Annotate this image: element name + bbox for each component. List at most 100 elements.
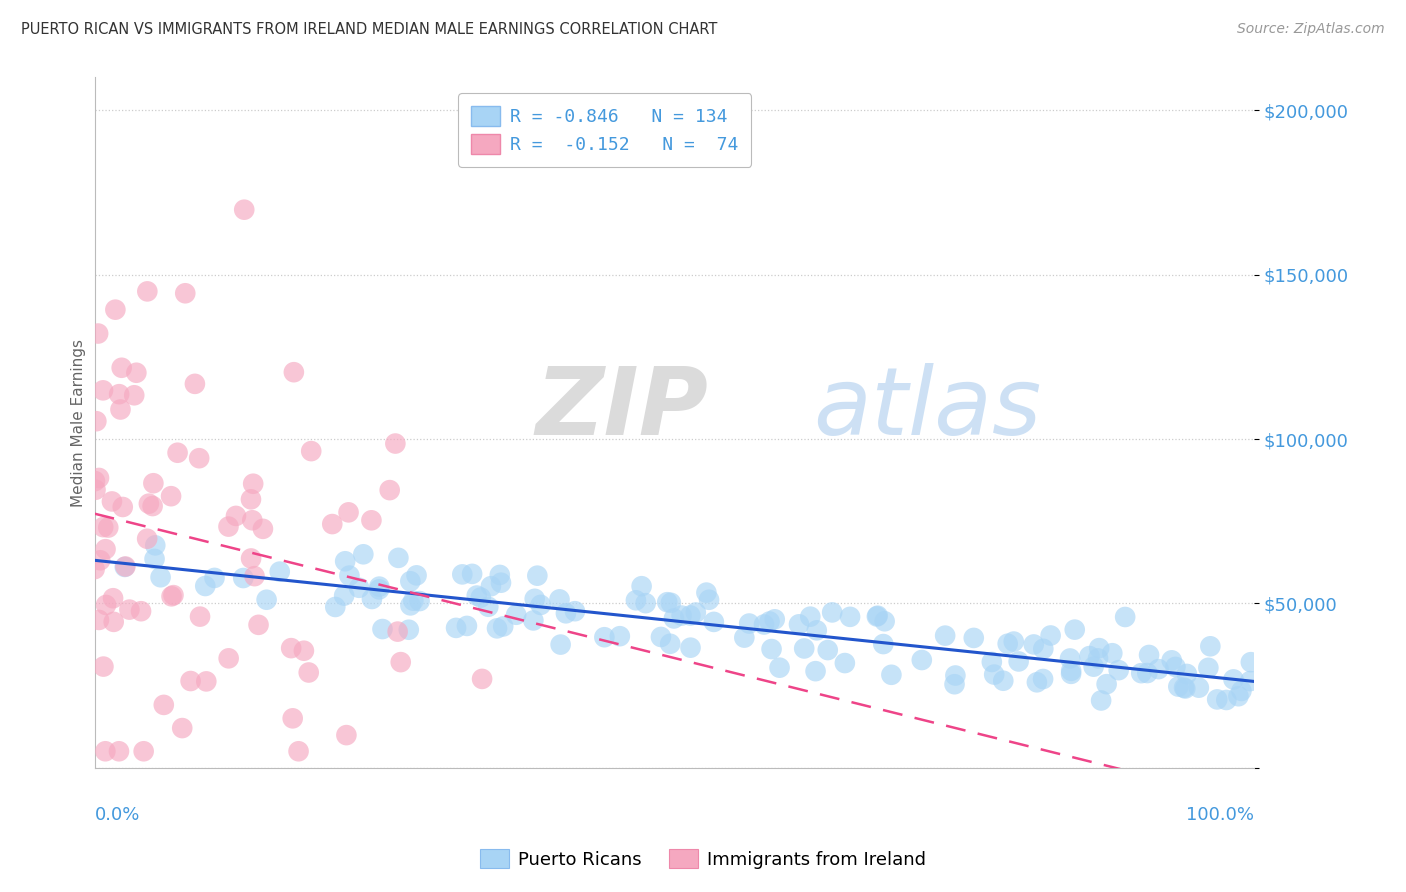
- Point: [799, 609, 821, 624]
- Point: [405, 568, 427, 582]
- Point: [1160, 653, 1182, 667]
- Point: [97, 520, 120, 534]
- Point: [880, 667, 903, 681]
- Point: [872, 637, 894, 651]
- Point: [787, 617, 810, 632]
- Point: [1002, 634, 1025, 648]
- Point: [287, 744, 309, 758]
- Point: [335, 728, 357, 742]
- Point: [152, 698, 174, 712]
- Point: [444, 621, 467, 635]
- Point: [360, 513, 382, 527]
- Point: [389, 655, 412, 669]
- Point: [695, 585, 717, 599]
- Point: [194, 579, 217, 593]
- Point: [142, 499, 165, 513]
- Point: [662, 611, 685, 625]
- Point: [1173, 681, 1195, 695]
- Point: [523, 591, 546, 606]
- Point: [679, 640, 702, 655]
- Point: [492, 619, 515, 633]
- Y-axis label: Median Male Earnings: Median Male Earnings: [72, 339, 86, 507]
- Point: [298, 665, 321, 680]
- Point: [240, 513, 263, 527]
- Point: [634, 596, 657, 610]
- Point: [333, 589, 356, 603]
- Text: ZIP: ZIP: [536, 363, 709, 455]
- Point: [378, 483, 401, 497]
- Point: [368, 582, 391, 597]
- Point: [333, 554, 356, 568]
- Point: [758, 615, 780, 629]
- Point: [160, 590, 183, 604]
- Point: [983, 667, 1005, 681]
- Point: [609, 629, 631, 643]
- Point: [129, 604, 152, 618]
- Point: [806, 624, 828, 638]
- Point: [522, 614, 544, 628]
- Point: [477, 599, 499, 614]
- Point: [866, 608, 889, 623]
- Point: [1227, 690, 1250, 704]
- Point: [465, 589, 488, 603]
- Point: [659, 637, 682, 651]
- Point: [283, 365, 305, 379]
- Point: [243, 569, 266, 583]
- Point: [104, 302, 127, 317]
- Point: [149, 570, 172, 584]
- Point: [1087, 651, 1109, 665]
- Point: [114, 559, 136, 574]
- Point: [387, 550, 409, 565]
- Legend: R = -0.846   N = 134, R =  -0.152   N =  74: R = -0.846 N = 134, R = -0.152 N = 74: [458, 94, 751, 167]
- Point: [1025, 675, 1047, 690]
- Point: [195, 674, 218, 689]
- Point: [548, 592, 571, 607]
- Point: [839, 610, 862, 624]
- Point: [398, 623, 420, 637]
- Point: [101, 494, 124, 508]
- Point: [84, 474, 107, 488]
- Point: [387, 624, 409, 639]
- Point: [1147, 662, 1170, 676]
- Point: [1188, 681, 1211, 695]
- Point: [593, 630, 616, 644]
- Point: [172, 721, 194, 735]
- Point: [461, 566, 484, 581]
- Point: [821, 606, 844, 620]
- Point: [1063, 623, 1085, 637]
- Point: [94, 542, 117, 557]
- Point: [697, 592, 720, 607]
- Point: [87, 613, 110, 627]
- Point: [657, 595, 679, 609]
- Point: [945, 668, 967, 682]
- Text: PUERTO RICAN VS IMMIGRANTS FROM IRELAND MEDIAN MALE EARNINGS CORRELATION CHART: PUERTO RICAN VS IMMIGRANTS FROM IRELAND …: [21, 22, 717, 37]
- Point: [94, 598, 117, 612]
- Point: [1114, 610, 1136, 624]
- Point: [1239, 674, 1261, 689]
- Point: [866, 609, 889, 624]
- Point: [1095, 677, 1118, 691]
- Point: [118, 602, 141, 616]
- Legend: Puerto Ricans, Immigrants from Ireland: Puerto Ricans, Immigrants from Ireland: [472, 842, 934, 876]
- Point: [1199, 640, 1222, 654]
- Point: [530, 598, 553, 612]
- Point: [174, 286, 197, 301]
- Point: [1130, 666, 1153, 681]
- Point: [793, 641, 815, 656]
- Point: [371, 622, 394, 636]
- Point: [1167, 680, 1189, 694]
- Point: [768, 661, 790, 675]
- Point: [834, 656, 856, 670]
- Point: [136, 285, 159, 299]
- Point: [685, 606, 707, 620]
- Point: [160, 489, 183, 503]
- Point: [963, 631, 986, 645]
- Point: [1060, 664, 1083, 678]
- Point: [1007, 655, 1029, 669]
- Point: [352, 547, 374, 561]
- Point: [402, 593, 425, 607]
- Point: [122, 388, 145, 402]
- Text: atlas: atlas: [814, 363, 1042, 454]
- Point: [337, 505, 360, 519]
- Point: [1215, 693, 1237, 707]
